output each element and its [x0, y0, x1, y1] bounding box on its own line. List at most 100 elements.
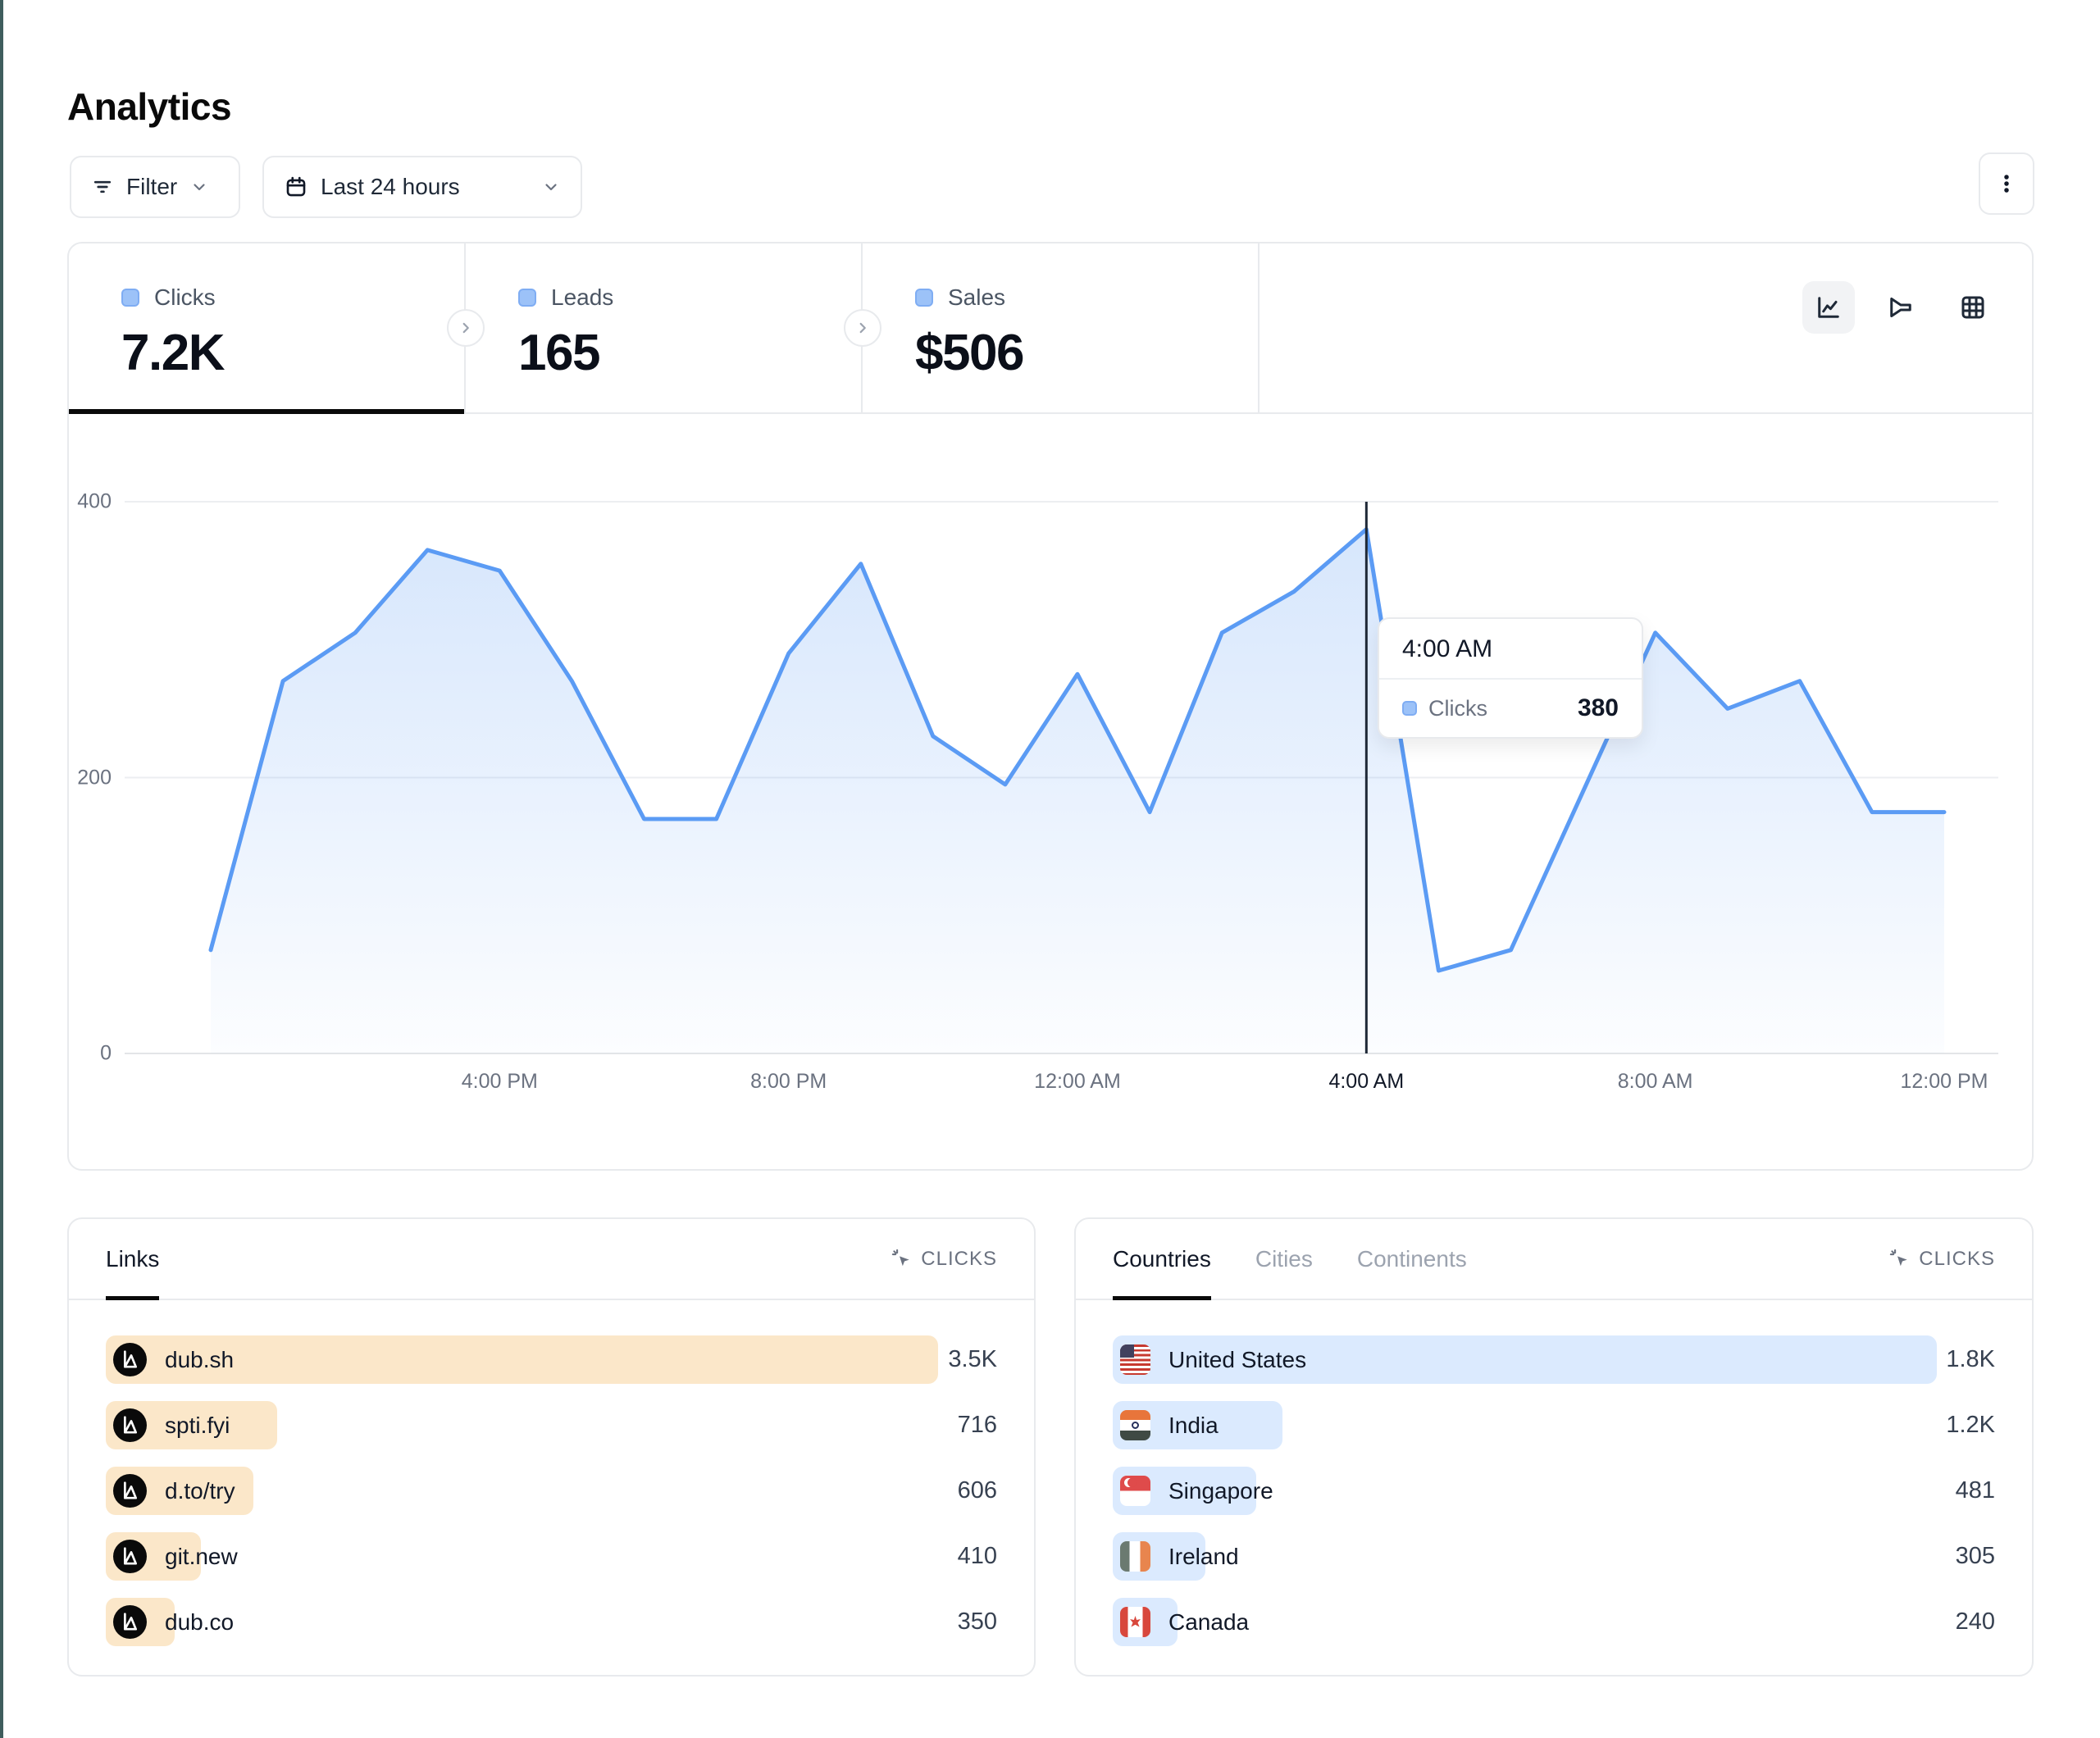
list-item[interactable]: d.to/try 606 — [106, 1467, 997, 1515]
x-axis-tick: 12:00 AM — [1034, 1070, 1121, 1093]
stat-label: Leads — [551, 284, 614, 310]
stat-tabs-row: Clicks 7.2K Leads 165 Sales $506 — [69, 243, 2032, 414]
geo-metric-label: CLICKS — [1919, 1247, 1995, 1270]
item-label: dub.sh — [165, 1346, 235, 1372]
list-item[interactable]: United States 1.8K — [1113, 1335, 1995, 1384]
clicks-area-chart[interactable] — [125, 501, 1998, 1054]
links-panel: Links CLICKS dub.sh 3.5K spti.fyi 716 d.to/t… — [67, 1217, 1036, 1677]
x-axis-tick: 12:00 PM — [1900, 1070, 1988, 1093]
item-value: 410 — [957, 1543, 997, 1569]
y-axis-tick: 0 — [100, 1041, 112, 1065]
tab-links[interactable]: Links — [106, 1219, 160, 1300]
more-options-button[interactable] — [1979, 152, 2034, 215]
stat-value: 7.2K — [121, 325, 225, 381]
line-chart-icon — [1818, 297, 1839, 318]
stat-value: $506 — [915, 325, 1024, 381]
dub-logo-icon — [113, 1343, 147, 1376]
tab-countries[interactable]: Countries — [1113, 1219, 1211, 1300]
list-item[interactable]: spti.fyi 716 — [106, 1401, 997, 1449]
clicks-legend-square-icon — [121, 289, 139, 307]
links-metric-selector[interactable]: CLICKS — [891, 1248, 997, 1271]
countries-list: United States 1.8K India 1.2K Singapore 481 Ir… — [1076, 1300, 2032, 1646]
cursor-click-icon — [1890, 1249, 1908, 1267]
chevron-down-icon — [189, 177, 209, 197]
item-value: 481 — [1955, 1477, 1995, 1504]
bars-filter-icon — [91, 175, 114, 198]
x-axis-tick: 4:00 AM — [1328, 1070, 1405, 1093]
value-bar — [1113, 1335, 1937, 1384]
filter-button[interactable]: Filter — [70, 156, 240, 218]
x-axis-tick: 4:00 PM — [461, 1070, 538, 1093]
item-label: dub.co — [165, 1608, 235, 1635]
item-label: Canada — [1168, 1608, 1250, 1635]
funnel-chart-icon — [1890, 298, 1911, 317]
filter-button-label: Filter — [126, 174, 178, 199]
page-edge-accent — [0, 0, 3, 1738]
leads-legend-square-icon — [518, 289, 536, 307]
item-label: India — [1168, 1412, 1219, 1438]
tab-continents[interactable]: Continents — [1356, 1245, 1467, 1272]
list-item[interactable]: India 1.2K — [1113, 1401, 1995, 1449]
y-axis-tick: 400 — [77, 489, 112, 513]
item-label: Ireland — [1168, 1543, 1239, 1569]
geo-panel: Countries Cities Continents CLICKS Unite… — [1074, 1217, 2034, 1677]
analytics-chart-card: Clicks 7.2K Leads 165 Sales $506 — [67, 242, 2034, 1171]
tab-sales[interactable]: Sales $506 — [863, 243, 1260, 412]
ca-flag-icon — [1120, 1607, 1150, 1637]
tooltip-time: 4:00 AM — [1379, 619, 1642, 680]
tab-cities[interactable]: Cities — [1255, 1245, 1313, 1272]
dub-logo-icon — [113, 1540, 147, 1573]
ie-flag-icon — [1120, 1541, 1150, 1572]
chevron-down-icon — [541, 177, 561, 197]
list-item[interactable]: dub.sh 3.5K — [106, 1335, 997, 1384]
item-value: 606 — [957, 1477, 997, 1504]
item-value: 716 — [957, 1412, 997, 1438]
next-stat-button[interactable] — [844, 309, 881, 347]
list-item[interactable]: Ireland 305 — [1113, 1532, 1995, 1581]
list-item[interactable]: Canada 240 — [1113, 1598, 1995, 1646]
next-stat-button[interactable] — [447, 309, 485, 347]
value-bar — [106, 1335, 938, 1384]
us-flag-icon — [1120, 1344, 1150, 1375]
date-range-button[interactable]: Last 24 hours — [262, 156, 582, 218]
tab-clicks[interactable]: Clicks 7.2K — [69, 243, 466, 414]
links-metric-label: CLICKS — [921, 1247, 997, 1270]
x-axis-tick: 8:00 AM — [1617, 1070, 1693, 1093]
geo-metric-selector[interactable]: CLICKS — [1888, 1248, 1995, 1271]
kebab-menu-icon — [1994, 171, 2019, 196]
tooltip-legend-square-icon — [1402, 701, 1417, 716]
item-label: spti.fyi — [165, 1412, 230, 1438]
stat-value: 165 — [518, 325, 600, 381]
list-item[interactable]: dub.co 350 — [106, 1598, 997, 1646]
stat-label: Sales — [948, 284, 1006, 310]
item-value: 350 — [957, 1608, 997, 1635]
item-value: 1.2K — [1946, 1412, 1995, 1438]
list-item[interactable]: git.new 410 — [106, 1532, 997, 1581]
y-axis-tick: 200 — [77, 766, 112, 789]
chevron-right-icon — [859, 322, 866, 334]
dub-logo-icon — [113, 1408, 147, 1442]
tab-leads[interactable]: Leads 165 — [466, 243, 863, 412]
list-item[interactable]: Singapore 481 — [1113, 1467, 1995, 1515]
calendar-icon — [284, 175, 308, 199]
item-value: 305 — [1955, 1543, 1995, 1569]
cursor-click-icon — [892, 1249, 910, 1267]
funnel-view-button[interactable] — [1875, 281, 1927, 334]
tooltip-value: 380 — [1577, 694, 1619, 721]
item-value: 240 — [1955, 1608, 1995, 1635]
table-view-button[interactable] — [1947, 281, 1999, 334]
line-chart-view-button[interactable] — [1802, 281, 1855, 334]
stat-label: Clicks — [154, 284, 216, 310]
tooltip-series-label: Clicks — [1428, 695, 1487, 721]
sales-legend-square-icon — [915, 289, 933, 307]
item-value: 3.5K — [948, 1346, 997, 1372]
sg-flag-icon — [1120, 1476, 1150, 1506]
dub-logo-icon — [113, 1605, 147, 1639]
dub-logo-icon — [113, 1474, 147, 1508]
in-flag-icon — [1120, 1410, 1150, 1440]
links-list: dub.sh 3.5K spti.fyi 716 d.to/try 606 git.new 4… — [69, 1300, 1034, 1646]
date-range-label: Last 24 hours — [321, 174, 460, 199]
item-label: git.new — [165, 1543, 238, 1569]
chevron-right-icon — [462, 322, 469, 334]
item-label: Singapore — [1168, 1477, 1273, 1504]
